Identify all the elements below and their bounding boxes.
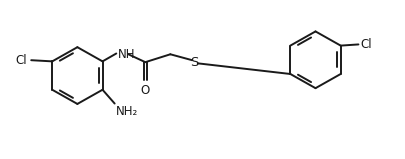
Text: NH: NH <box>118 48 135 61</box>
Text: Cl: Cl <box>361 38 373 51</box>
Text: O: O <box>141 84 150 97</box>
Text: NH₂: NH₂ <box>116 105 139 118</box>
Text: Cl: Cl <box>15 54 27 67</box>
Text: S: S <box>190 56 199 69</box>
